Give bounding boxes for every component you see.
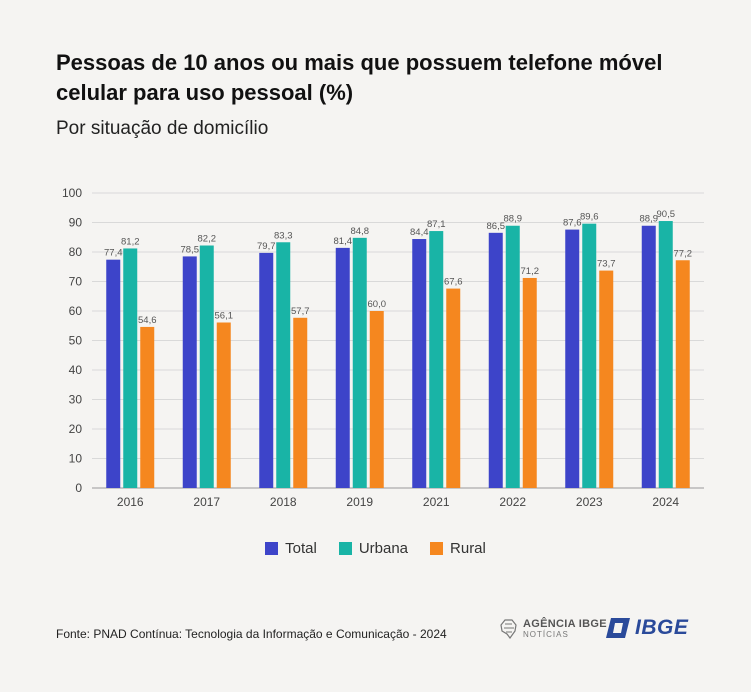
data-label-total-2019: 81,4 bbox=[334, 236, 353, 247]
x-tick-label: 2023 bbox=[576, 495, 603, 509]
data-label-urbana-2018: 83,3 bbox=[274, 230, 293, 241]
bar-rural-2022 bbox=[522, 277, 537, 488]
data-label-rural-2016: 54,6 bbox=[138, 315, 157, 326]
bar-urbana-2023 bbox=[582, 223, 597, 488]
x-tick-label: 2022 bbox=[499, 495, 526, 509]
bar-rural-2024 bbox=[675, 260, 690, 488]
ibge-logo-text: IBGE bbox=[635, 616, 689, 639]
x-tick-label: 2024 bbox=[652, 495, 679, 509]
bar-urbana-2024 bbox=[658, 221, 673, 488]
legend: Total Urbana Rural bbox=[0, 540, 751, 557]
data-label-total-2021: 84,4 bbox=[410, 227, 429, 238]
bar-urbana-2018 bbox=[276, 242, 291, 488]
y-tick-label: 0 bbox=[75, 481, 82, 495]
bar-total-2024 bbox=[641, 225, 656, 488]
data-label-total-2024: 88,9 bbox=[640, 214, 659, 225]
y-tick-label: 40 bbox=[69, 363, 83, 377]
bar-total-2016 bbox=[106, 259, 121, 488]
agencia-logo-subtext: NOTÍCIAS bbox=[523, 630, 569, 639]
data-label-rural-2021: 67,6 bbox=[444, 277, 463, 288]
x-tick-label: 2019 bbox=[346, 495, 373, 509]
y-tick-label: 70 bbox=[69, 275, 83, 289]
legend-label-total: Total bbox=[285, 540, 317, 557]
data-label-urbana-2023: 89,6 bbox=[580, 212, 599, 223]
bar-rural-2018 bbox=[293, 317, 308, 488]
data-labels: 77,481,2 54,6 78,582,2 56,1 79,783,3 57,7 81,4… bbox=[104, 209, 692, 326]
bar-rural-2023 bbox=[599, 270, 614, 488]
data-label-urbana-2022: 88,9 bbox=[504, 214, 523, 225]
bar-rural-2016 bbox=[140, 326, 155, 488]
data-label-rural-2019: 60,0 bbox=[368, 299, 387, 310]
y-tick-label: 30 bbox=[69, 393, 83, 407]
data-label-urbana-2019: 84,8 bbox=[351, 226, 370, 237]
y-tick-label: 60 bbox=[69, 304, 83, 318]
legend-label-rural: Rural bbox=[450, 540, 486, 557]
bar-total-2018 bbox=[259, 252, 274, 488]
y-tick-label: 90 bbox=[69, 216, 83, 230]
y-tick-label: 80 bbox=[69, 245, 83, 259]
bar-urbana-2021 bbox=[429, 231, 444, 488]
data-label-rural-2017: 56,1 bbox=[215, 311, 234, 322]
data-label-total-2022: 86,5 bbox=[487, 221, 506, 232]
legend-swatch-rural bbox=[430, 542, 444, 555]
y-tick-label: 50 bbox=[69, 334, 83, 348]
x-tick-label: 2016 bbox=[117, 495, 144, 509]
agencia-ibge-map-icon bbox=[500, 618, 517, 639]
data-label-urbana-2024: 90,5 bbox=[657, 209, 676, 220]
legend-label-urbana: Urbana bbox=[358, 540, 409, 557]
data-label-total-2023: 87,6 bbox=[563, 218, 582, 229]
bars bbox=[106, 221, 690, 488]
y-tick-label: 10 bbox=[69, 452, 83, 466]
data-label-total-2016: 77,4 bbox=[104, 248, 123, 259]
bar-total-2017 bbox=[182, 256, 197, 488]
bar-urbana-2016 bbox=[123, 248, 138, 488]
legend-item-rural: Rural bbox=[430, 540, 486, 557]
y-axis-ticks: 0 10 20 30 40 50 60 70 80 90 100 bbox=[62, 186, 82, 495]
bar-urbana-2022 bbox=[505, 225, 520, 488]
bar-total-2019 bbox=[335, 247, 350, 488]
y-tick-label: 20 bbox=[69, 422, 83, 436]
data-label-urbana-2017: 82,2 bbox=[198, 234, 217, 245]
bar-rural-2017 bbox=[216, 322, 231, 488]
data-label-total-2017: 78,5 bbox=[181, 244, 200, 255]
bar-total-2022 bbox=[488, 232, 503, 488]
chart-subtitle: Por situação de domicílio bbox=[56, 118, 269, 139]
data-label-rural-2022: 71,2 bbox=[521, 266, 540, 277]
legend-item-total: Total bbox=[265, 540, 317, 557]
x-tick-label: 2018 bbox=[270, 495, 297, 509]
agencia-ibge-logo: AGÊNCIA IBGE NOTÍCIAS bbox=[500, 618, 607, 639]
bar-total-2021 bbox=[412, 239, 427, 488]
x-tick-label: 2021 bbox=[423, 495, 450, 509]
data-label-rural-2018: 57,7 bbox=[291, 306, 310, 317]
ibge-mark-icon bbox=[606, 618, 630, 638]
y-tick-label: 100 bbox=[62, 186, 82, 200]
x-axis-ticks: 2016 2017 2018 2019 2021 2022 2023 2024 bbox=[117, 495, 680, 509]
x-tick-label: 2017 bbox=[193, 495, 220, 509]
ibge-logo: IBGE bbox=[605, 616, 688, 640]
data-label-urbana-2021: 87,1 bbox=[427, 219, 446, 230]
data-label-rural-2023: 73,7 bbox=[597, 259, 616, 270]
chart-title: Pessoas de 10 anos ou mais que possuem t… bbox=[56, 50, 663, 105]
data-label-total-2018: 79,7 bbox=[257, 241, 276, 252]
data-label-rural-2024: 77,2 bbox=[674, 248, 693, 259]
bar-urbana-2017 bbox=[199, 245, 214, 488]
bar-total-2023 bbox=[565, 229, 580, 488]
legend-item-urbana: Urbana bbox=[338, 540, 409, 557]
bar-rural-2021 bbox=[446, 288, 461, 488]
agencia-logo-text: AGÊNCIA IBGE bbox=[523, 618, 607, 630]
data-label-urbana-2016: 81,2 bbox=[121, 236, 140, 247]
bar-rural-2019 bbox=[369, 311, 384, 488]
source-note: Fonte: PNAD Contínua: Tecnologia da Info… bbox=[56, 627, 447, 641]
legend-swatch-urbana bbox=[338, 542, 352, 555]
legend-swatch-total bbox=[265, 542, 279, 555]
bar-urbana-2019 bbox=[352, 237, 367, 488]
